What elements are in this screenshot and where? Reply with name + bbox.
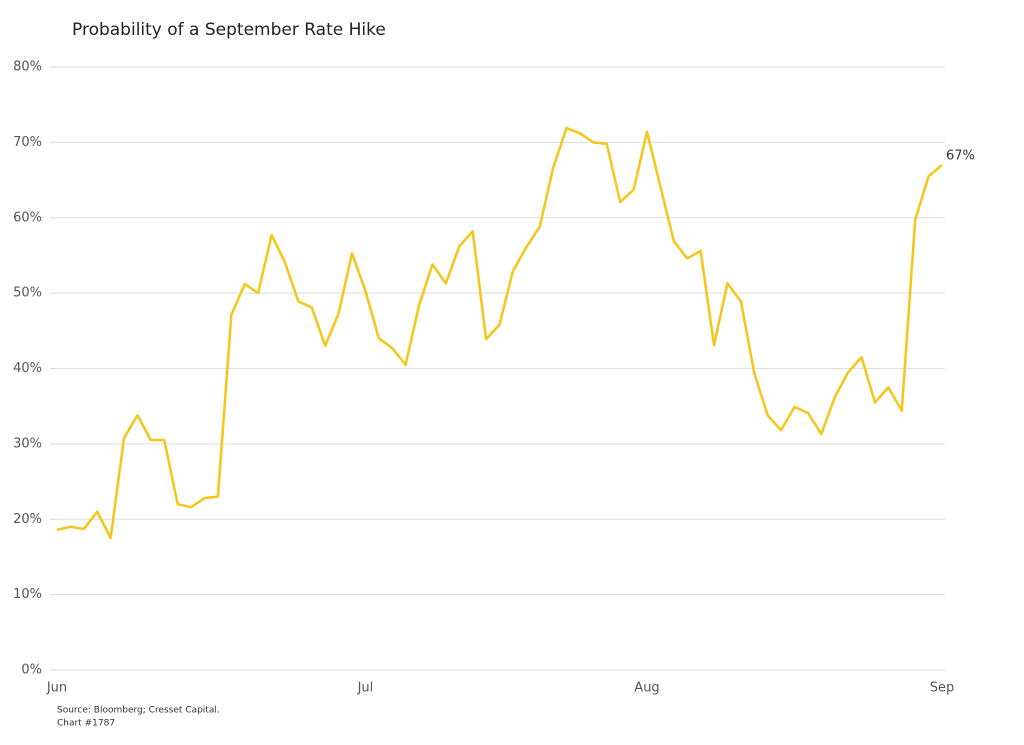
x-tick-label: Sep	[930, 681, 955, 696]
y-tick-label: 30%	[13, 436, 42, 451]
y-tick-label: 0%	[21, 663, 42, 678]
y-tick-label: 70%	[13, 135, 42, 150]
x-tick-label: Aug	[634, 681, 659, 696]
y-tick-label: 80%	[13, 60, 42, 75]
source: Source: Bloomberg; Cresset Capital.	[57, 706, 220, 716]
line	[56, 126, 943, 540]
y-tick-label: 10%	[13, 587, 42, 602]
y-tick-label: 50%	[13, 286, 42, 301]
data-label: 67%	[946, 148, 975, 163]
chart-title: Probability of a September Rate Hike	[72, 20, 386, 40]
x-tick-label: Jul	[357, 681, 374, 696]
y-tick-label: 60%	[13, 210, 42, 225]
y-tick-label: 40%	[13, 361, 42, 376]
chart-note: Chart #1787	[57, 719, 115, 729]
y-tick-label: 20%	[13, 512, 42, 527]
x-tick-label: Jun	[46, 681, 67, 696]
